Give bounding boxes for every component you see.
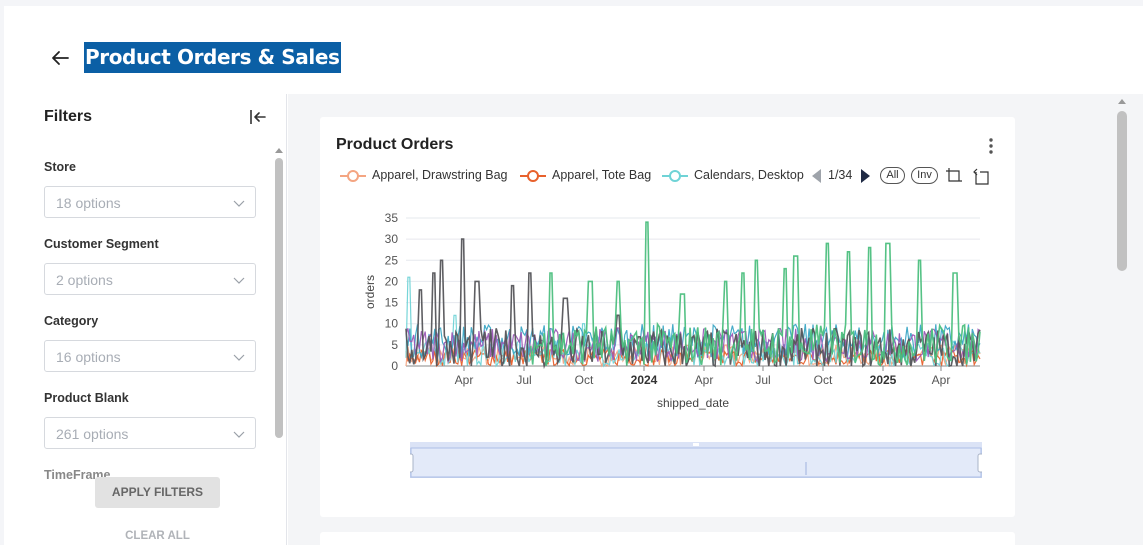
x-tick-label: Apr: [932, 373, 951, 387]
zoom-select-icon[interactable]: [945, 167, 963, 185]
collapse-left-icon[interactable]: [248, 107, 268, 127]
select-placeholder: 18 options: [56, 195, 121, 211]
x-tick-label: Jul: [755, 373, 770, 387]
filter-store: Store 18 options: [44, 160, 256, 218]
y-tick-label: 0: [391, 359, 398, 373]
legend-inverse-button[interactable]: Inv: [911, 167, 938, 184]
filters-title: Filters: [44, 108, 93, 125]
zoom-reset-icon[interactable]: [972, 167, 990, 185]
filter-label: TimeFrame: [44, 468, 111, 482]
y-tick-label: 15: [385, 296, 399, 310]
y-tick-label: 25: [385, 253, 399, 267]
legend-all-button[interactable]: All: [880, 167, 905, 184]
chart-legend: Apparel, Drawstring Bag Apparel, Tote Ba…: [340, 167, 1010, 185]
clear-all-button[interactable]: CLEAR ALL: [125, 530, 190, 542]
apply-filters-button[interactable]: APPLY FILTERS: [95, 477, 220, 508]
y-tick-label: 20: [385, 274, 399, 288]
chevron-down-icon: [233, 354, 245, 361]
x-tick-label: Apr: [455, 373, 474, 387]
y-axis-label: orders: [363, 275, 377, 309]
legend-symbol: [662, 170, 688, 182]
legend-symbol: [520, 170, 546, 182]
x-tick-label: Apr: [695, 373, 714, 387]
legend-item[interactable]: Calendars, Desktop: [662, 167, 808, 185]
chevron-down-icon: [233, 277, 245, 284]
category-select[interactable]: 16 options: [44, 340, 256, 372]
filters-sidebar: Filters Store 18 options Customer Segmen…: [4, 94, 287, 545]
main-scrollbar[interactable]: [1117, 111, 1127, 271]
x-tick-label: Oct: [814, 373, 833, 387]
filter-label: Customer Segment: [44, 237, 159, 251]
app-window: Product Orders & Sales Filters Store 18 …: [4, 6, 1143, 545]
customer-segment-select[interactable]: 2 options: [44, 263, 256, 295]
more-vertical-icon[interactable]: [982, 137, 1000, 155]
sidebar-scrollbar[interactable]: [275, 158, 283, 438]
product-orders-card: Product Orders Apparel, Drawstring Bag A…: [320, 117, 1015, 517]
page-title: Product Orders & Sales: [84, 42, 341, 73]
x-tick-label: Oct: [575, 373, 594, 387]
filter-label: Category: [44, 314, 99, 328]
store-select[interactable]: 18 options: [44, 186, 256, 218]
filter-customer-segment: Customer Segment 2 options: [44, 237, 256, 295]
scroll-up-arrow[interactable]: [1118, 99, 1126, 104]
filter-product-blank: Product Blank 261 options: [44, 391, 256, 449]
scroll-up-arrow[interactable]: [275, 148, 283, 153]
legend-label: Apparel, Drawstring Bag: [372, 168, 508, 182]
y-tick-label: 30: [385, 232, 399, 246]
next-card: [320, 532, 1015, 545]
series-line: [530, 221, 981, 367]
zoom-handle-right[interactable]: [977, 453, 982, 473]
select-placeholder: 2 options: [56, 272, 113, 288]
select-placeholder: 261 options: [56, 426, 129, 442]
zoom-handle-left[interactable]: [410, 453, 414, 473]
x-tick-label: Jul: [516, 373, 531, 387]
legend-next-icon[interactable]: [861, 169, 870, 183]
legend-page-indicator: 1/34: [828, 168, 853, 182]
filter-timeframe: TimeFrame: [44, 468, 256, 486]
filter-category: Category 16 options: [44, 314, 256, 372]
arrow-left-icon[interactable]: [48, 46, 72, 70]
select-placeholder: 16 options: [56, 349, 121, 365]
chevron-down-icon: [233, 200, 245, 207]
chevron-down-icon: [233, 431, 245, 438]
x-tick-label: 2024: [631, 373, 658, 387]
filter-label: Store: [44, 160, 76, 174]
filter-label: Product Blank: [44, 391, 129, 405]
legend-prev-icon[interactable]: [812, 169, 821, 183]
legend-symbol: [340, 170, 366, 182]
legend-label: Calendars, Desktop: [694, 168, 804, 182]
product-blank-select[interactable]: 261 options: [44, 417, 256, 449]
card-title: Product Orders: [336, 136, 454, 153]
y-tick-label: 5: [391, 338, 398, 352]
y-tick-label: 35: [385, 211, 399, 225]
x-tick-label: 2025: [870, 373, 897, 387]
main-content: Product Orders Apparel, Drawstring Bag A…: [288, 94, 1143, 545]
y-tick-label: 10: [385, 317, 399, 331]
data-zoom-slider[interactable]: [410, 442, 982, 478]
x-axis-label: shipped_date: [657, 396, 729, 410]
legend-label: Apparel, Tote Bag: [552, 168, 652, 182]
